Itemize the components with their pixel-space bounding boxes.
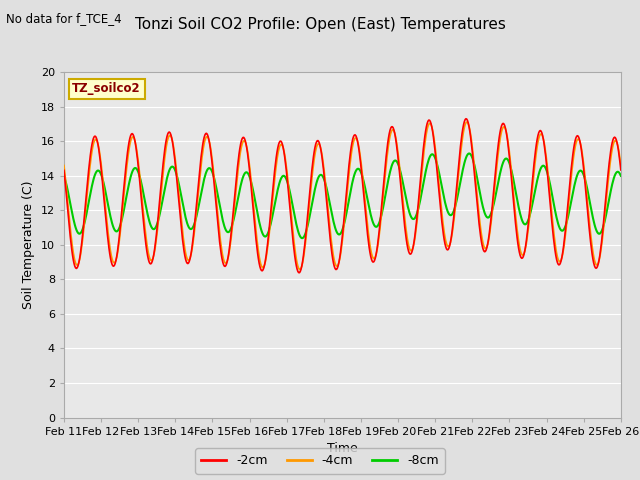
-2cm — [462, 116, 470, 121]
-4cm — [463, 119, 470, 125]
-2cm — [184, 261, 192, 266]
X-axis label: Time: Time — [327, 442, 358, 455]
-2cm — [617, 167, 625, 173]
-4cm — [617, 162, 625, 168]
-4cm — [428, 122, 435, 128]
Line: -2cm: -2cm — [64, 119, 621, 273]
-8cm — [127, 171, 135, 177]
-8cm — [70, 219, 78, 225]
-4cm — [60, 163, 68, 168]
-2cm — [411, 233, 419, 239]
-4cm — [184, 257, 192, 263]
-4cm — [70, 254, 78, 260]
-2cm — [214, 216, 221, 222]
-4cm — [127, 136, 135, 142]
-8cm — [617, 173, 625, 179]
-8cm — [465, 151, 473, 156]
-2cm — [428, 121, 435, 127]
-4cm — [411, 236, 419, 242]
Line: -4cm: -4cm — [64, 122, 621, 269]
Text: Tonzi Soil CO2 Profile: Open (East) Temperatures: Tonzi Soil CO2 Profile: Open (East) Temp… — [134, 17, 506, 32]
-8cm — [299, 235, 307, 241]
Y-axis label: Soil Temperature (C): Soil Temperature (C) — [22, 180, 35, 309]
Line: -8cm: -8cm — [64, 154, 621, 238]
-8cm — [184, 222, 192, 228]
-8cm — [428, 152, 435, 158]
-4cm — [214, 208, 221, 214]
-2cm — [70, 261, 78, 266]
Text: TZ_soilco2: TZ_soilco2 — [72, 83, 141, 96]
-2cm — [296, 270, 303, 276]
-8cm — [214, 190, 221, 196]
-2cm — [127, 131, 135, 137]
Legend: -2cm, -4cm, -8cm: -2cm, -4cm, -8cm — [195, 448, 445, 474]
-8cm — [411, 215, 419, 221]
Text: No data for f_TCE_4: No data for f_TCE_4 — [6, 12, 122, 25]
-4cm — [296, 266, 304, 272]
-2cm — [60, 168, 68, 173]
-8cm — [60, 173, 68, 179]
